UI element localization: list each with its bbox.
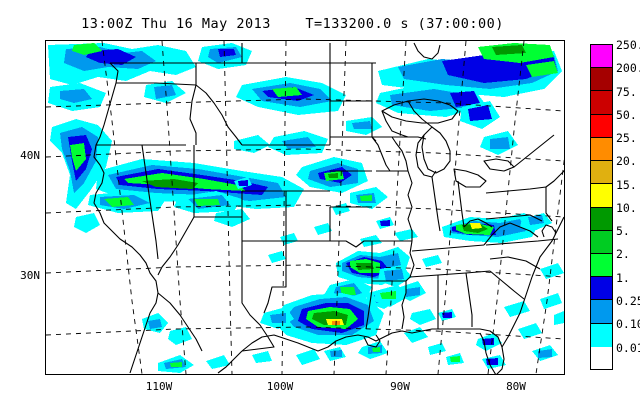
colorbar-label-2: 2. [616,247,630,261]
colorbar-band-20 [591,161,612,185]
precip-region-ontario-quebec [376,43,562,155]
colorbar-band-010 [591,323,612,347]
precip-region-scattered [234,177,442,267]
colorbar-label-1: 1. [616,271,630,285]
colorbar-label-250: 250. [616,38,640,52]
colorbar-label-200: 200. [616,61,640,75]
colorbar-band-50 [591,114,612,138]
colorbar-label-025: 0.25 [616,294,640,308]
colorbar-band-250 [591,45,612,69]
colorbar [590,44,613,370]
colorbar-band-1 [591,277,612,301]
map-plot-area [45,40,565,375]
map-canvas [46,41,564,374]
precip-region-pacific-northwest [48,43,252,111]
colorbar-band-025 [591,300,612,324]
y-tick-label-40n: 40N [20,149,40,162]
colorbar-label-25: 25. [616,131,637,145]
precip-region-florida-bahamas [428,263,564,369]
map-graticule [46,41,564,374]
precip-region-great-basin [88,159,304,213]
precip-region-california [50,119,192,345]
x-tick-label-110w: 110W [145,380,173,393]
colorbar-band-75 [591,91,612,115]
colorbar-label-001: 0.01 [616,341,640,355]
colorbar-label-20: 20. [616,154,637,168]
colorbar-label-010: 0.10 [616,317,640,331]
colorbar-band-15 [591,184,612,208]
map-coastlines [93,42,564,374]
colorbar-label-15: 15. [616,178,637,192]
colorbar-band-25 [591,137,612,162]
precip-region-gulf-coast [158,281,456,373]
precip-region-northern-rockies [214,77,388,227]
precip-region-east-texas-louisiana [260,285,408,345]
colorbar-band-10 [591,207,612,231]
figure-title: 13:00Z Thu 16 May 2013 T=133200.0 s (37:… [81,16,504,32]
y-tick-label-30n: 30N [20,269,40,282]
colorbar-band-2 [591,253,612,278]
colorbar-label-10: 10. [616,201,637,215]
precipitation-field [48,43,564,373]
colorbar-band-5 [591,230,612,254]
colorbar-label-50: 50. [616,108,637,122]
colorbar-label-5: 5. [616,224,630,238]
x-tick-label-80w: 80W [506,380,526,393]
x-tick-label-90w: 90W [390,380,410,393]
colorbar-band-200 [591,68,612,92]
x-tick-label-100w: 100W [266,380,294,393]
colorbar-label-75: 75. [616,85,637,99]
